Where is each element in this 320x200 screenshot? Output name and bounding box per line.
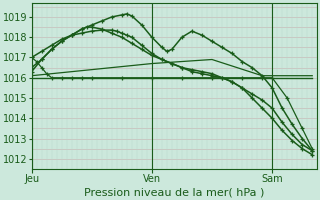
X-axis label: Pression niveau de la mer( hPa ): Pression niveau de la mer( hPa ) — [84, 187, 265, 197]
